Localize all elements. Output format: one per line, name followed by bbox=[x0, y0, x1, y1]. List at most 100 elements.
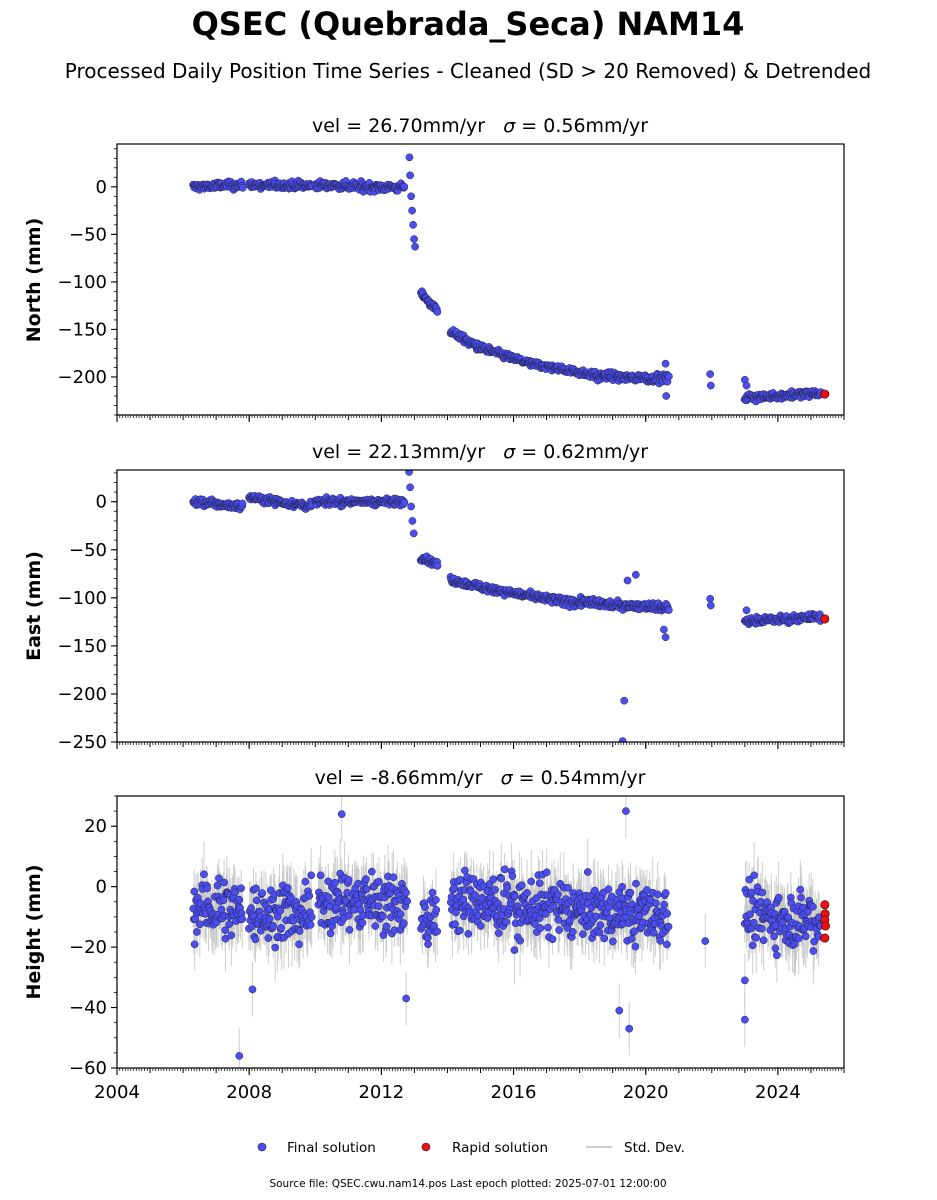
height-final-point bbox=[330, 878, 339, 887]
height-final-point bbox=[271, 943, 280, 952]
height-final-point bbox=[215, 874, 223, 883]
figure-subtitle: Processed Daily Position Time Series - C… bbox=[65, 59, 871, 83]
east-final-point bbox=[433, 561, 442, 570]
east-plot-area bbox=[189, 470, 830, 742]
height-final-point bbox=[301, 877, 310, 886]
north-final-point bbox=[408, 206, 416, 215]
north-final-point bbox=[662, 392, 671, 400]
height-sigma-text: = 0.54mm/yr bbox=[513, 767, 646, 789]
north-final-point bbox=[411, 242, 419, 251]
height-final-point bbox=[217, 905, 226, 914]
north-final-point bbox=[661, 359, 670, 368]
height-panel: vel = -8.66mm/yr σ = 0.54mm/yr Height (m… bbox=[23, 767, 845, 1103]
north-final-point bbox=[410, 235, 418, 243]
east-sigma-symbol: σ bbox=[503, 441, 516, 463]
height-final-point bbox=[193, 928, 201, 936]
height-final-point bbox=[306, 920, 315, 929]
height-final-point bbox=[324, 893, 333, 902]
height-final-point bbox=[203, 884, 211, 893]
height-final-point bbox=[195, 920, 204, 929]
height-final-point bbox=[231, 888, 239, 897]
north-spacer bbox=[485, 115, 503, 137]
height-final-point bbox=[221, 934, 230, 943]
height-final-point bbox=[220, 878, 228, 887]
north-final-point bbox=[407, 192, 415, 201]
north-plot-area bbox=[189, 153, 830, 406]
north-ytick-label: −100 bbox=[58, 272, 107, 293]
height-final-point bbox=[295, 940, 303, 949]
height-final-point bbox=[235, 895, 244, 904]
north-final-point bbox=[742, 381, 751, 390]
east-final-point bbox=[620, 696, 629, 705]
east-ylabel: East (mm) bbox=[23, 551, 45, 661]
height-spacer bbox=[482, 767, 500, 789]
height-final-point bbox=[367, 867, 376, 876]
east-final-point bbox=[618, 737, 627, 742]
north-rapid-point bbox=[820, 389, 830, 399]
east-final-point bbox=[706, 601, 715, 610]
north-ytick-label: −150 bbox=[58, 319, 107, 340]
north-final-point bbox=[406, 171, 414, 180]
north-final-point bbox=[238, 183, 247, 192]
height-final-point bbox=[221, 926, 230, 935]
north-sigma-symbol: σ bbox=[503, 115, 516, 137]
east-final-point bbox=[405, 470, 413, 476]
east-axes-frame bbox=[116, 469, 845, 743]
north-ytick-label: −50 bbox=[69, 224, 107, 245]
east-final-point bbox=[400, 498, 409, 507]
east-final-point bbox=[706, 594, 715, 603]
height-final-point bbox=[305, 891, 314, 900]
height-final-point bbox=[237, 884, 245, 893]
north-final-point bbox=[400, 182, 409, 191]
height-final-point bbox=[264, 934, 273, 942]
east-final-point bbox=[661, 633, 670, 642]
north-ylabel: North (mm) bbox=[23, 218, 45, 343]
east-final-point bbox=[660, 625, 668, 634]
east-ytick-label: 0 bbox=[96, 492, 107, 513]
east-final-point bbox=[742, 606, 751, 615]
north-sigma-text: = 0.56mm/yr bbox=[515, 115, 648, 137]
east-final-point bbox=[406, 483, 414, 492]
height-vel-text: vel = -8.66mm/yr bbox=[315, 767, 483, 789]
height-final-point bbox=[200, 870, 208, 879]
height-final-point bbox=[326, 929, 335, 938]
height-final-point bbox=[258, 889, 266, 897]
east-final-point bbox=[631, 570, 640, 579]
height-final-point bbox=[358, 918, 367, 927]
east-final-point bbox=[238, 499, 247, 508]
height-final-point bbox=[227, 931, 236, 940]
height-final-point bbox=[354, 879, 362, 888]
north-panel-title: vel = 26.70mm/yr σ = 0.56mm/yr bbox=[312, 115, 648, 137]
height-final-point bbox=[362, 885, 371, 893]
east-final-point bbox=[623, 576, 632, 585]
height-final-point bbox=[283, 884, 292, 892]
height-final-point bbox=[295, 927, 304, 935]
height-final-point bbox=[265, 914, 274, 923]
height-final-point bbox=[316, 871, 325, 880]
height-final-point bbox=[289, 916, 298, 925]
height-final-point bbox=[276, 906, 285, 915]
height-final-point bbox=[345, 925, 354, 934]
east-final-point bbox=[409, 529, 418, 538]
height-final-point bbox=[251, 935, 260, 944]
north-final-point bbox=[665, 372, 673, 381]
north-final-point bbox=[409, 220, 417, 229]
height-final-point bbox=[190, 887, 199, 896]
east-panel-title: vel = 22.13mm/yr σ = 0.62mm/yr bbox=[312, 441, 648, 463]
east-ytick-label: −150 bbox=[58, 636, 107, 657]
height-final-point bbox=[277, 924, 286, 932]
east-ytick-label: −250 bbox=[58, 732, 107, 753]
figure-title: QSEC (Quebrada_Seca) NAM14 bbox=[192, 5, 745, 43]
north-vel-text: vel = 26.70mm/yr bbox=[312, 115, 485, 137]
height-final-point bbox=[247, 904, 256, 912]
height-ylabel: Height (mm) bbox=[23, 864, 45, 999]
height-final-point bbox=[307, 871, 316, 880]
north-final-point bbox=[706, 370, 715, 378]
height-sigma-symbol: σ bbox=[501, 767, 514, 789]
height-final-point bbox=[219, 896, 228, 905]
north-final-point bbox=[433, 308, 442, 316]
height-final-point bbox=[238, 915, 247, 923]
height-final-point bbox=[213, 881, 222, 890]
height-final-point bbox=[307, 913, 316, 921]
height-final-point bbox=[344, 875, 353, 884]
